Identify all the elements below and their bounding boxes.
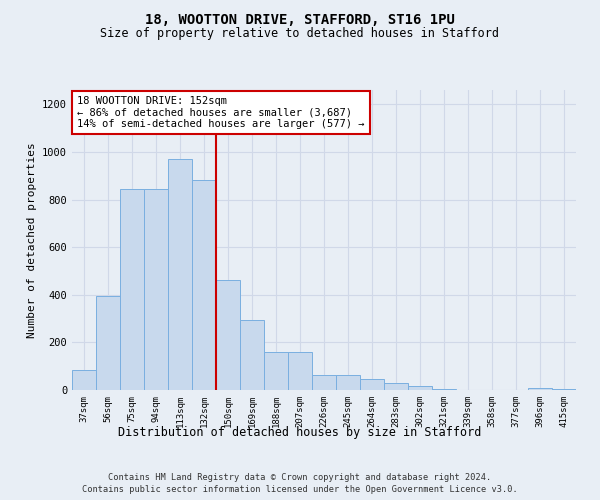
- Bar: [528, 388, 552, 390]
- Bar: [144, 189, 168, 390]
- Bar: [216, 280, 240, 390]
- Text: Distribution of detached houses by size in Stafford: Distribution of detached houses by size …: [118, 426, 482, 439]
- Bar: [264, 352, 288, 390]
- Bar: [408, 386, 432, 390]
- Bar: [552, 389, 576, 390]
- Bar: [168, 159, 192, 390]
- Bar: [336, 374, 360, 390]
- Text: 18, WOOTTON DRIVE, STAFFORD, ST16 1PU: 18, WOOTTON DRIVE, STAFFORD, ST16 1PU: [145, 12, 455, 26]
- Bar: [240, 320, 264, 390]
- Bar: [288, 352, 312, 390]
- Bar: [432, 389, 456, 390]
- Bar: [192, 180, 216, 390]
- Bar: [72, 370, 96, 390]
- Text: Contains HM Land Registry data © Crown copyright and database right 2024.: Contains HM Land Registry data © Crown c…: [109, 472, 491, 482]
- Bar: [384, 383, 408, 390]
- Bar: [96, 296, 120, 390]
- Bar: [312, 374, 336, 390]
- Text: Contains public sector information licensed under the Open Government Licence v3: Contains public sector information licen…: [82, 485, 518, 494]
- Y-axis label: Number of detached properties: Number of detached properties: [26, 142, 37, 338]
- Bar: [120, 189, 144, 390]
- Text: 18 WOOTTON DRIVE: 152sqm
← 86% of detached houses are smaller (3,687)
14% of sem: 18 WOOTTON DRIVE: 152sqm ← 86% of detach…: [77, 96, 365, 129]
- Text: Size of property relative to detached houses in Stafford: Size of property relative to detached ho…: [101, 28, 499, 40]
- Bar: [360, 378, 384, 390]
